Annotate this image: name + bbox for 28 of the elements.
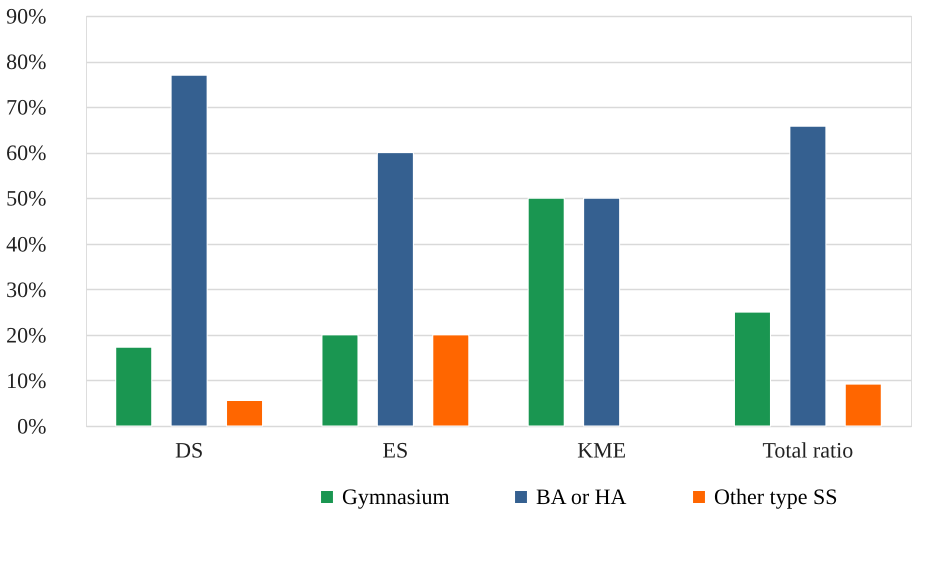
legend-label: BA or HA <box>536 484 627 509</box>
y-tick-label: 60% <box>6 140 46 166</box>
y-tick-label: 90% <box>6 4 46 28</box>
bar <box>321 334 358 426</box>
y-tick-label: 20% <box>6 322 46 348</box>
bar <box>734 312 771 426</box>
legend-label: Other type SS <box>714 484 838 509</box>
x-tick-label: KME <box>577 438 626 462</box>
y-tick-label: 70% <box>6 94 46 120</box>
bar <box>432 334 470 426</box>
bar <box>115 346 152 426</box>
y-tick-label: 10% <box>6 368 46 393</box>
x-tick-label: ES <box>382 438 408 462</box>
y-tick-label: 30% <box>6 276 46 302</box>
x-tick-label: Total ratio <box>762 438 854 462</box>
bar <box>226 400 264 426</box>
bar <box>844 384 882 426</box>
bar <box>376 152 414 426</box>
y-tick-label: 80% <box>6 49 46 74</box>
y-tick-label: 0% <box>17 414 46 438</box>
y-tick-label: 40% <box>6 231 46 256</box>
x-tick-label: DS <box>175 438 204 462</box>
bar <box>789 126 826 426</box>
y-tick-label: 50% <box>6 186 46 211</box>
bar <box>170 74 208 426</box>
bar <box>528 198 565 426</box>
legend-label: Gymnasium <box>342 484 450 509</box>
bar <box>583 198 620 426</box>
